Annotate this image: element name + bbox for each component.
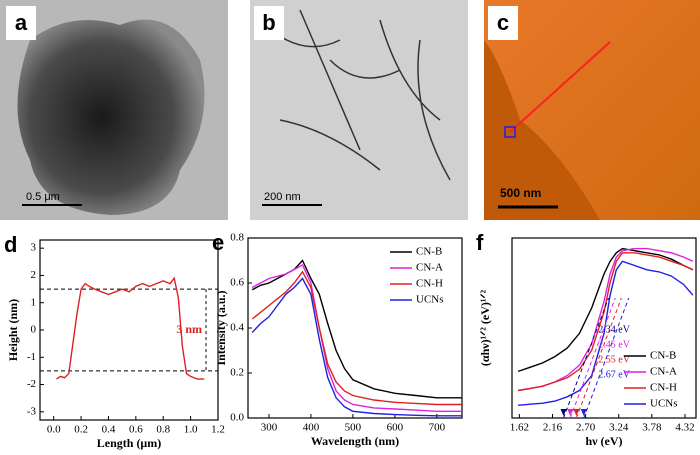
tangent-line [575,297,622,419]
band-gap-arrow [567,409,574,416]
tangent-line [583,297,630,419]
tem-image-b: b 200 nm [250,0,468,220]
annotation: 3 nm [176,322,202,336]
legend-label: CN-A [650,366,677,378]
y-axis-label: Intensity (a.u.) [214,290,228,365]
y-tick-label: 3 [31,242,37,254]
scale-bar-label: 500 nm [500,186,541,200]
panel-label: b [262,10,275,35]
data-line [517,247,694,373]
x-tick-label: 500 [345,422,362,434]
x-axis-label: hν (eV) [585,434,622,448]
band-gap-label: 2.55 eV [598,354,630,365]
x-tick-label: 300 [261,422,278,434]
y-tick-label: -1 [27,351,36,363]
x-axis-label: Wavelength (nm) [311,434,399,448]
y-tick-label: 1 [31,296,37,308]
x-tick-label: 0.2 [74,424,88,436]
x-tick-label: 3.24 [609,422,629,434]
x-tick-label: 0.8 [156,424,170,436]
legend-label: CN-H [416,278,443,290]
afm-image-c: c 500 nm [484,0,700,220]
x-tick-label: 1.0 [184,424,198,436]
tangent-line [563,297,609,419]
band-gap-arrow [580,409,587,416]
x-tick-label: 1.62 [510,422,529,434]
legend-label: CN-H [650,382,677,394]
legend-label: CN-A [416,262,443,274]
y-tick-label: 0.4 [230,322,244,334]
x-tick-label: 600 [387,422,404,434]
data-line [518,260,694,406]
x-axis-label: Length (μm) [97,436,161,450]
y-tick-label: 0.0 [230,412,244,424]
data-line [251,270,462,406]
scale-bar-label: 0.5 μm [26,191,60,203]
band-gap-label: 2.34 eV [598,324,630,335]
data-line [517,252,694,392]
y-tick-label: -2 [27,378,36,390]
x-tick-label: 1.2 [211,424,225,436]
legend-label: CN-B [416,246,442,258]
legend-label: CN-B [650,350,676,362]
panel-label: c [497,10,509,35]
panel-label: d [4,232,17,257]
y-axis-label: (αhν)¹ᐟ² (eV)¹ᐟ² [478,289,492,366]
x-tick-label: 2.16 [543,422,563,434]
tangent-line [569,297,616,419]
legend-label: UCNs [416,294,444,306]
data-line [251,277,462,417]
band-gap-label: 2.67 eV [598,369,630,380]
y-tick-label: 0 [31,324,37,336]
x-tick-label: 700 [429,422,446,434]
x-tick-label: 4.32 [675,422,694,434]
data-line [56,276,205,380]
band-gap-arrow [560,409,567,416]
scale-bar-label: 200 nm [264,191,301,203]
x-tick-label: 0.0 [47,424,61,436]
y-axis-label: Height (nm) [6,299,20,361]
x-tick-label: 400 [303,422,320,434]
panel-label: f [476,230,484,255]
y-tick-label: 0.6 [230,277,244,289]
tem-image-a: a 0.5 μm [0,0,228,220]
x-tick-label: 0.6 [129,424,143,436]
band-gap-arrow [573,409,580,416]
panel-label: a [15,10,28,35]
x-tick-label: 3.78 [642,422,662,434]
x-tick-label: 0.4 [102,424,116,436]
data-line [251,259,462,399]
y-tick-label: 2 [31,269,37,281]
y-tick-label: -3 [27,405,37,417]
band-gap-label: 2.45 eV [598,339,630,350]
legend-label: UCNs [650,398,678,410]
y-tick-label: 0.8 [230,232,244,244]
y-tick-label: 0.2 [230,367,244,379]
plot-frame [511,237,697,419]
x-tick-label: 2.70 [576,422,596,434]
panel-label: e [212,230,224,255]
